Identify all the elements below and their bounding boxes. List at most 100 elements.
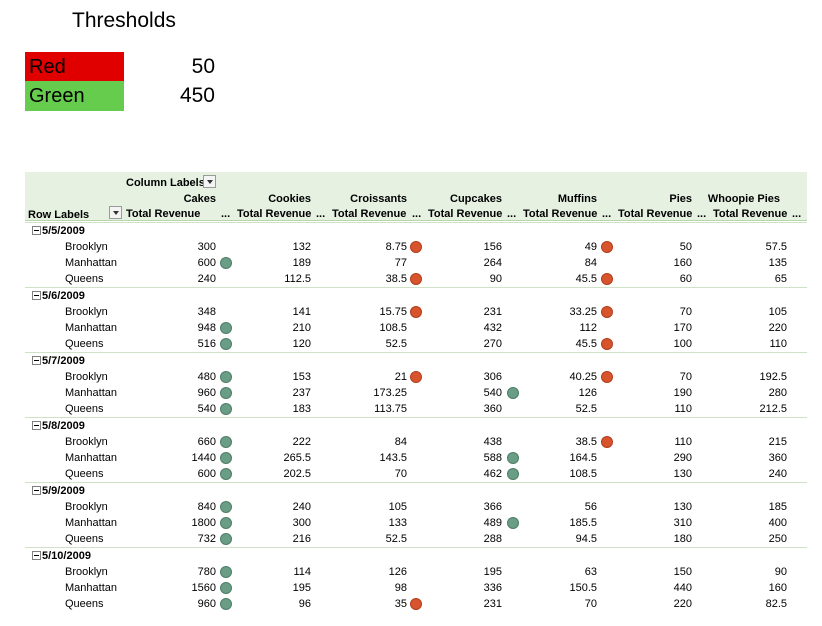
row-city[interactable]: Brooklyn xyxy=(65,306,108,318)
value-cell-cupcakes[interactable]: 336 xyxy=(483,582,502,594)
value-cell-whoopie-pies[interactable]: 82.5 xyxy=(765,598,787,610)
value-cell-cakes[interactable]: 840 xyxy=(197,501,216,513)
value-cell-cupcakes[interactable]: 438 xyxy=(483,436,502,448)
value-cell-muffins[interactable]: 45.5 xyxy=(575,273,597,285)
value-cell-whoopie-pies[interactable]: 360 xyxy=(768,452,787,464)
value-cell-croissants[interactable]: 70 xyxy=(394,468,407,480)
value-cell-muffins[interactable]: 52.5 xyxy=(575,403,597,415)
value-cell-muffins[interactable]: 150.5 xyxy=(569,582,597,594)
value-cell-muffins[interactable]: 45.5 xyxy=(575,338,597,350)
value-cell-cupcakes[interactable]: 540 xyxy=(483,387,502,399)
row-city[interactable]: Manhattan xyxy=(65,517,117,529)
value-cell-cakes[interactable]: 960 xyxy=(197,387,216,399)
value-cell-whoopie-pies[interactable]: 105 xyxy=(768,306,787,318)
value-cell-cakes[interactable]: 1800 xyxy=(191,517,216,529)
value-cell-cakes[interactable]: 600 xyxy=(197,257,216,269)
value-cell-cakes[interactable]: 540 xyxy=(197,403,216,415)
value-cell-pies[interactable]: 220 xyxy=(673,598,692,610)
value-cell-pies[interactable]: 50 xyxy=(679,241,692,253)
collapse-icon[interactable] xyxy=(32,486,41,495)
value-cell-cupcakes[interactable]: 264 xyxy=(483,257,502,269)
row-city[interactable]: Queens xyxy=(65,468,104,480)
value-cell-whoopie-pies[interactable]: 185 xyxy=(768,501,787,513)
value-cell-pies[interactable]: 160 xyxy=(673,257,692,269)
row-city[interactable]: Queens xyxy=(65,403,104,415)
value-cell-whoopie-pies[interactable]: 65 xyxy=(774,273,787,285)
row-city[interactable]: Manhattan xyxy=(65,322,117,334)
value-cell-pies[interactable]: 310 xyxy=(673,517,692,529)
value-cell-pies[interactable]: 100 xyxy=(673,338,692,350)
value-cell-cookies[interactable]: 132 xyxy=(292,241,311,253)
value-cell-pies[interactable]: 130 xyxy=(673,501,692,513)
value-cell-cupcakes[interactable]: 462 xyxy=(483,468,502,480)
value-cell-muffins[interactable]: 94.5 xyxy=(575,533,597,545)
value-cell-muffins[interactable]: 49 xyxy=(584,241,597,253)
value-cell-cupcakes[interactable]: 231 xyxy=(483,306,502,318)
threshold-red-value[interactable]: 50 xyxy=(191,55,215,78)
value-cell-croissants[interactable]: 21 xyxy=(394,371,407,383)
value-cell-cakes[interactable]: 948 xyxy=(197,322,216,334)
value-cell-cakes[interactable]: 732 xyxy=(197,533,216,545)
value-cell-cakes[interactable]: 240 xyxy=(197,273,216,285)
collapse-icon[interactable] xyxy=(32,421,41,430)
value-cell-pies[interactable]: 180 xyxy=(673,533,692,545)
value-cell-pies[interactable]: 290 xyxy=(673,452,692,464)
value-cell-whoopie-pies[interactable]: 400 xyxy=(768,517,787,529)
value-cell-cakes[interactable]: 600 xyxy=(197,468,216,480)
row-city[interactable]: Brooklyn xyxy=(65,566,108,578)
value-cell-cookies[interactable]: 216 xyxy=(292,533,311,545)
value-cell-cakes[interactable]: 960 xyxy=(197,598,216,610)
row-city[interactable]: Brooklyn xyxy=(65,241,108,253)
value-cell-whoopie-pies[interactable]: 57.5 xyxy=(765,241,787,253)
value-cell-cookies[interactable]: 96 xyxy=(298,598,311,610)
row-city[interactable]: Manhattan xyxy=(65,387,117,399)
value-cell-pies[interactable]: 190 xyxy=(673,387,692,399)
value-cell-cupcakes[interactable]: 489 xyxy=(483,517,502,529)
value-cell-cookies[interactable]: 300 xyxy=(292,517,311,529)
value-cell-pies[interactable]: 70 xyxy=(679,371,692,383)
collapse-icon[interactable] xyxy=(32,551,41,560)
value-cell-pies[interactable]: 130 xyxy=(673,468,692,480)
value-cell-croissants[interactable]: 126 xyxy=(388,566,407,578)
value-cell-croissants[interactable]: 105 xyxy=(388,501,407,513)
value-cell-cupcakes[interactable]: 156 xyxy=(483,241,502,253)
value-cell-croissants[interactable]: 52.5 xyxy=(385,533,407,545)
value-cell-pies[interactable]: 60 xyxy=(679,273,692,285)
value-cell-whoopie-pies[interactable]: 240 xyxy=(768,468,787,480)
value-cell-cupcakes[interactable]: 306 xyxy=(483,371,502,383)
row-city[interactable]: Queens xyxy=(65,273,104,285)
value-cell-muffins[interactable]: 164.5 xyxy=(569,452,597,464)
value-cell-cupcakes[interactable]: 270 xyxy=(483,338,502,350)
collapse-icon[interactable] xyxy=(32,226,41,235)
value-cell-whoopie-pies[interactable]: 280 xyxy=(768,387,787,399)
value-cell-cookies[interactable]: 237 xyxy=(292,387,311,399)
value-cell-cookies[interactable]: 153 xyxy=(292,371,311,383)
value-cell-cookies[interactable]: 240 xyxy=(292,501,311,513)
value-cell-cakes[interactable]: 1560 xyxy=(191,582,216,594)
value-cell-croissants[interactable]: 38.5 xyxy=(385,273,407,285)
row-city[interactable]: Brooklyn xyxy=(65,501,108,513)
value-cell-muffins[interactable]: 112 xyxy=(579,322,597,334)
value-cell-muffins[interactable]: 63 xyxy=(584,566,597,578)
value-cell-whoopie-pies[interactable]: 90 xyxy=(774,566,787,578)
value-cell-cookies[interactable]: 112.5 xyxy=(284,273,311,285)
value-cell-cookies[interactable]: 141 xyxy=(292,306,311,318)
value-cell-whoopie-pies[interactable]: 192.5 xyxy=(759,371,787,383)
threshold-red-label[interactable]: Red xyxy=(25,52,124,82)
value-cell-whoopie-pies[interactable]: 110 xyxy=(769,338,787,350)
value-cell-croissants[interactable]: 8.75 xyxy=(385,241,407,253)
value-cell-cupcakes[interactable]: 360 xyxy=(483,403,502,415)
value-cell-cookies[interactable]: 202.5 xyxy=(283,468,311,480)
value-cell-pies[interactable]: 110 xyxy=(674,403,692,415)
value-cell-cupcakes[interactable]: 366 xyxy=(483,501,502,513)
value-cell-cupcakes[interactable]: 432 xyxy=(483,322,502,334)
value-cell-cupcakes[interactable]: 588 xyxy=(483,452,502,464)
value-cell-croissants[interactable]: 108.5 xyxy=(379,322,407,334)
value-cell-cookies[interactable]: 189 xyxy=(292,257,311,269)
value-cell-croissants[interactable]: 133 xyxy=(388,517,407,529)
value-cell-croissants[interactable]: 113.75 xyxy=(374,403,407,415)
value-cell-croissants[interactable]: 52.5 xyxy=(385,338,407,350)
collapse-icon[interactable] xyxy=(32,356,41,365)
value-cell-cupcakes[interactable]: 288 xyxy=(483,533,502,545)
value-cell-cupcakes[interactable]: 231 xyxy=(483,598,502,610)
